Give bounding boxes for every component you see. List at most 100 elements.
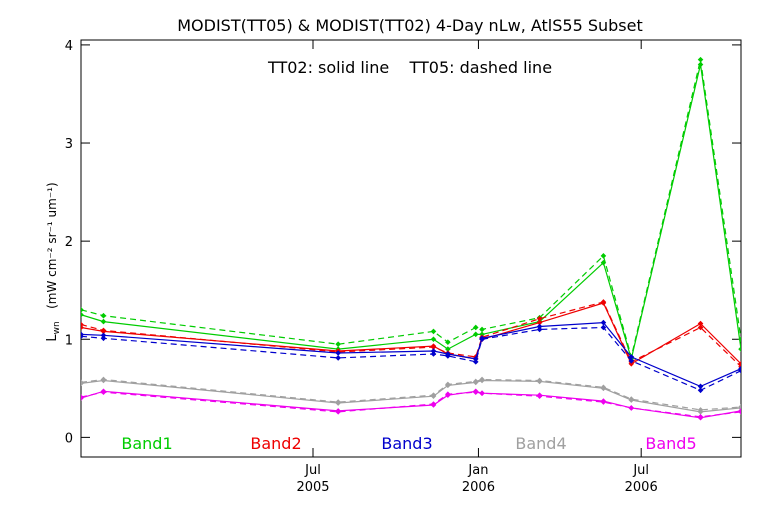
y-axis-label-main: L: [45, 334, 60, 342]
data-point-band1-tt02: [445, 346, 451, 352]
data-point-band4-tt05: [600, 384, 607, 391]
data-point-band1-tt05: [100, 312, 107, 319]
data-point-band2-tt05: [697, 324, 704, 331]
data-point-band4-tt05: [445, 381, 451, 388]
y-tick-label: 3: [65, 137, 73, 152]
data-point-band3-tt05: [472, 359, 479, 365]
y-tick-label: 2: [65, 235, 73, 250]
data-point-band3-tt05: [738, 367, 741, 374]
data-point-band3-tt02: [536, 323, 543, 330]
data-point-band3-tt05: [479, 336, 485, 343]
data-point-band5-tt05: [600, 399, 607, 405]
data-point-band3-tt02: [697, 383, 704, 390]
x-tick-label-year: 2005: [296, 480, 329, 495]
y-axis-label: Lwn (mW cm⁻² sr⁻¹ um⁻¹): [45, 182, 62, 341]
y-axis-label-subscript: wn: [52, 321, 62, 334]
legend-label-band3: Band3: [381, 434, 432, 453]
series-line-band5-tt05: [81, 391, 741, 418]
x-tick-label-month: Jul: [304, 463, 321, 478]
series-line-band2-tt05: [81, 301, 741, 368]
data-point-band2-tt05: [81, 321, 84, 328]
series-layer: [81, 56, 741, 421]
data-point-band3-tt05: [536, 326, 543, 333]
series-line-band3-tt02: [81, 321, 741, 388]
data-point-band1-tt05: [479, 326, 485, 333]
data-point-band3-tt02: [335, 350, 341, 356]
data-point-band5-tt05: [430, 401, 437, 407]
data-point-band3-tt05: [100, 335, 107, 342]
legend-label-band1: Band1: [121, 434, 172, 453]
data-point-band5-tt05: [738, 409, 741, 415]
data-point-band1-tt05: [697, 56, 704, 63]
data-point-band5-tt05: [479, 390, 485, 397]
data-point-band5-tt05: [536, 393, 543, 399]
data-point-band5-tt05: [445, 391, 451, 398]
data-point-band1-tt05: [738, 336, 741, 343]
x-tick-label-year: 2006: [462, 480, 495, 495]
legend: Band1 Band2 Band3 Band4 Band5: [121, 434, 696, 453]
data-point-band4-tt05: [335, 399, 341, 405]
y-tick-label: 4: [65, 39, 73, 54]
data-point-band3-tt05: [697, 387, 704, 394]
data-point-band3-tt05: [445, 353, 451, 359]
data-point-band5-tt05: [472, 389, 479, 396]
y-axis-label-units: (mW cm⁻² sr⁻¹ um⁻¹): [45, 182, 59, 309]
data-point-band1-tt02: [472, 331, 479, 338]
data-point-band2-tt05: [100, 327, 107, 334]
data-point-band4-tt05: [472, 378, 479, 385]
data-point-band2-tt02: [536, 319, 543, 326]
data-point-band4-tt05: [81, 379, 84, 386]
svg-text:Lwn (mW cm⁻² sr⁻¹ um⁻¹): Lwn (mW cm⁻² sr⁻¹ um⁻¹): [45, 182, 62, 341]
legend-label-band2: Band2: [250, 434, 301, 453]
legend-label-band5: Band5: [645, 434, 696, 453]
series-line-band4-tt02: [81, 379, 741, 413]
data-point-band4-tt05: [100, 376, 107, 383]
data-point-band2-tt02: [697, 320, 704, 327]
data-point-band1-tt05: [472, 324, 479, 331]
data-point-band3-tt02: [600, 319, 607, 326]
y-tick-label: 0: [65, 431, 73, 446]
x-tick-label-year: 2006: [625, 480, 658, 495]
data-point-band1-tt02: [81, 311, 84, 318]
data-point-band4-tt05: [738, 404, 741, 410]
data-point-band1-tt05: [81, 307, 84, 313]
data-point-band4-tt05: [430, 392, 437, 398]
data-point-band3-tt02: [100, 332, 107, 339]
data-point-band3-tt05: [81, 333, 84, 340]
data-point-band3-tt05: [430, 351, 437, 357]
data-point-band2-tt05: [600, 299, 607, 305]
data-point-band4-tt05: [536, 377, 543, 384]
data-point-band3-tt05: [335, 355, 341, 361]
data-point-band3-tt05: [628, 358, 635, 364]
data-point-band2-tt05: [536, 315, 543, 322]
data-point-band4-tt05: [697, 407, 704, 413]
chart-title: MODIST(TT05) & MODIST(TT02) 4-Day nLw, A…: [177, 16, 643, 35]
series-line-band1-tt05: [81, 59, 741, 358]
data-point-band5-tt05: [81, 394, 84, 400]
series-style-annotation: TT02: solid line TT05: dashed line: [267, 58, 552, 77]
data-point-band1-tt02: [479, 331, 485, 338]
data-point-band4-tt05: [479, 376, 485, 383]
y-tick-label: 1: [65, 333, 73, 348]
data-point-band1-tt02: [100, 318, 107, 325]
data-point-band2-tt05: [430, 344, 437, 350]
data-point-band5-tt05: [335, 409, 341, 415]
data-point-band1-tt05: [335, 341, 341, 347]
x-tick-label-month: Jan: [467, 463, 488, 478]
data-point-band1-tt05: [445, 339, 451, 346]
data-point-band1-tt05: [600, 253, 607, 259]
data-point-band1-tt05: [430, 328, 437, 335]
data-point-band5-tt05: [100, 389, 107, 396]
data-point-band4-tt05: [628, 396, 635, 402]
x-tick-label-month: Jul: [632, 463, 649, 478]
series-line-band4-tt05: [81, 378, 741, 411]
legend-label-band4: Band4: [515, 434, 566, 453]
data-point-band1-tt02: [738, 346, 741, 352]
data-point-band5-tt05: [628, 405, 635, 411]
data-point-band5-tt05: [697, 413, 704, 420]
plot-frame: [80, 39, 742, 458]
data-point-band3-tt05: [600, 324, 607, 331]
data-point-band3-tt02: [430, 348, 437, 354]
